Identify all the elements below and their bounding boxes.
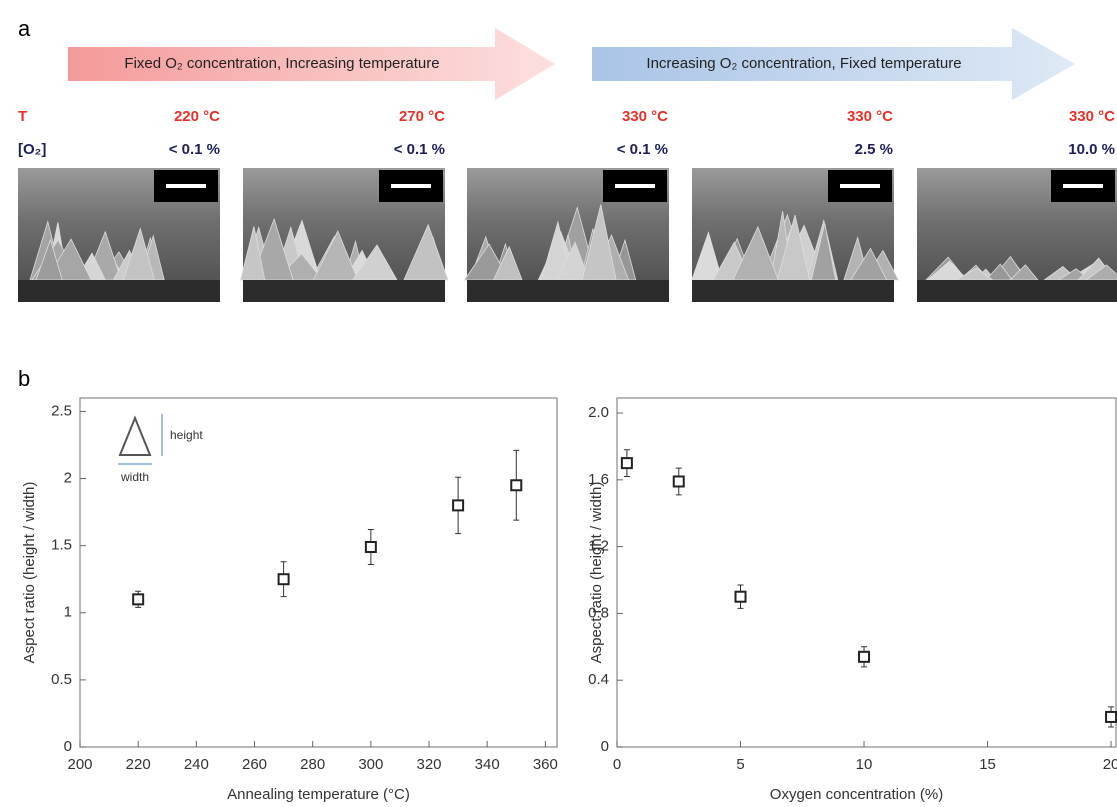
- row-label: [O₂]: [18, 141, 46, 158]
- inset-triangle: [118, 415, 152, 456]
- inset-label: width: [120, 470, 149, 484]
- sem-image: [691, 168, 900, 302]
- x-tick-label: 200: [67, 756, 92, 773]
- sem-image: [917, 168, 1117, 302]
- scale-bar: [1063, 184, 1103, 188]
- substrate: [243, 280, 445, 302]
- y-tick-label: 2.5: [51, 402, 72, 419]
- sem-image: [18, 168, 220, 302]
- data-point: [734, 590, 747, 603]
- arrow-text: Fixed O₂ concentration, Increasing tempe…: [124, 55, 439, 72]
- temperature-label: 220 °C: [174, 108, 220, 125]
- substrate: [917, 280, 1117, 302]
- y-tick-label: 0.8: [588, 604, 609, 621]
- data-point: [364, 540, 377, 553]
- y-tick-label: 1.2: [588, 538, 609, 555]
- y-tick-label: 0: [601, 738, 609, 755]
- scale-bar: [615, 184, 655, 188]
- inset-label: height: [170, 428, 203, 442]
- y-axis-title: Aspect ratio (height / width): [588, 482, 605, 664]
- x-tick-label: 5: [736, 756, 744, 773]
- row-label: T: [18, 108, 27, 125]
- oxygen-label: 10.0 %: [1068, 141, 1115, 158]
- y-tick-label: 0.4: [588, 671, 609, 688]
- x-tick-label: 320: [417, 756, 442, 773]
- y-tick-label: 1.5: [51, 537, 72, 554]
- data-point: [620, 457, 633, 470]
- x-tick-label: 10: [856, 756, 873, 773]
- y-tick-label: 1.6: [588, 471, 609, 488]
- arrow: [68, 28, 555, 100]
- arrow-text: Increasing O₂ concentration, Fixed tempe…: [646, 55, 961, 72]
- y-tick-label: 0: [64, 738, 72, 755]
- data-point: [1105, 710, 1117, 723]
- oxygen-label: 2.5 %: [855, 141, 893, 158]
- plot-frame: [79, 397, 558, 748]
- y-tick-label: 2.0: [588, 404, 609, 421]
- scale-bar: [166, 184, 206, 188]
- data-point: [132, 593, 145, 606]
- x-tick-label: 300: [358, 756, 383, 773]
- temperature-label: 330 °C: [622, 108, 668, 125]
- plot-frame: [616, 397, 1117, 748]
- data-point: [277, 573, 290, 586]
- sem-image: [463, 168, 669, 302]
- data-point: [510, 479, 523, 492]
- data-point: [672, 475, 685, 488]
- x-tick-label: 240: [184, 756, 209, 773]
- data-point: [858, 650, 871, 663]
- x-axis-title: Annealing temperature (°C): [227, 786, 410, 803]
- x-tick-label: 360: [533, 756, 558, 773]
- temperature-label: 330 °C: [847, 108, 893, 125]
- x-tick-label: 260: [242, 756, 267, 773]
- data-point: [452, 499, 465, 512]
- scale-bar: [840, 184, 880, 188]
- panel-label: a: [18, 16, 31, 41]
- x-tick-label: 340: [475, 756, 500, 773]
- x-tick-label: 220: [126, 756, 151, 773]
- sem-image: [240, 168, 449, 302]
- x-axis-title: Oxygen concentration (%): [770, 786, 943, 803]
- y-tick-label: 0.5: [51, 671, 72, 688]
- substrate: [692, 280, 894, 302]
- x-tick-label: 0: [613, 756, 621, 773]
- temperature-label: 270 °C: [399, 108, 445, 125]
- y-tick-label: 2: [64, 470, 72, 487]
- y-tick-label: 1: [64, 604, 72, 621]
- substrate: [467, 280, 669, 302]
- panel-label: b: [18, 366, 30, 391]
- oxygen-label: < 0.1 %: [394, 141, 445, 158]
- oxygen-label: < 0.1 %: [169, 141, 220, 158]
- arrow: [592, 28, 1075, 100]
- scale-bar: [391, 184, 431, 188]
- substrate: [18, 280, 220, 302]
- temperature-label: 330 °C: [1069, 108, 1115, 125]
- x-tick-label: 20: [1103, 756, 1117, 773]
- x-tick-label: 280: [300, 756, 325, 773]
- x-tick-label: 15: [979, 756, 996, 773]
- y-axis-title: Aspect ratio (height / width): [21, 482, 38, 664]
- oxygen-label: < 0.1 %: [617, 141, 668, 158]
